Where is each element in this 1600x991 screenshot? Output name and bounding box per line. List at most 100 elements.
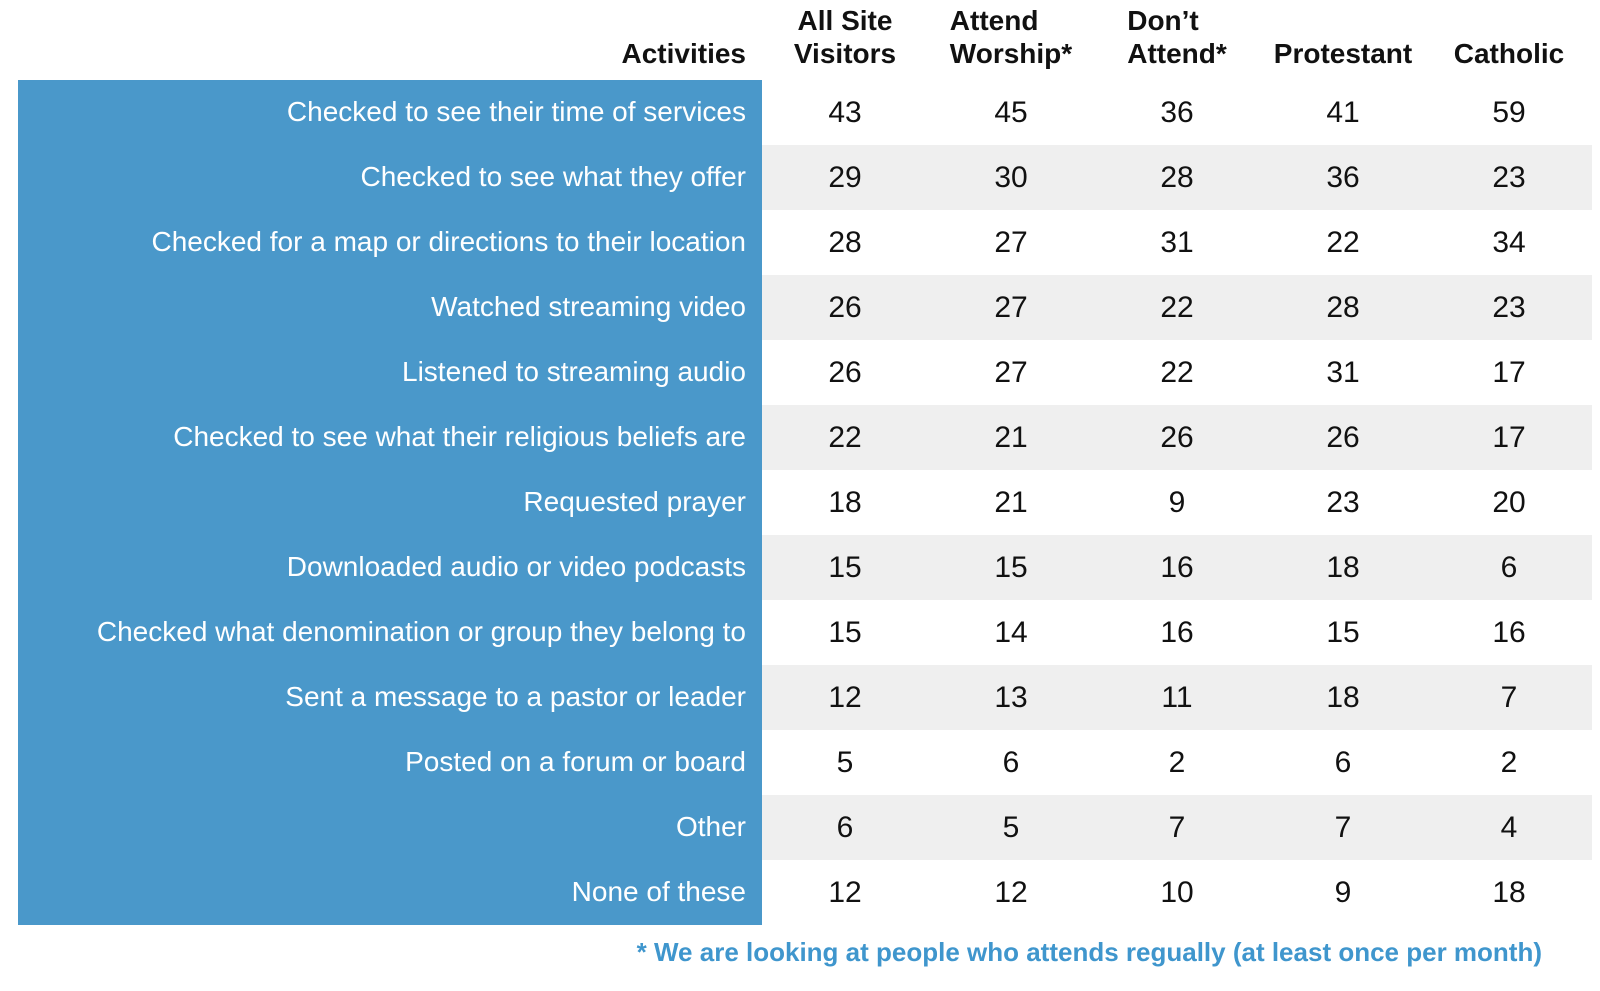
value-protestant: 15: [1326, 615, 1360, 649]
value-catholic: 2: [1500, 745, 1518, 779]
value-catholic: 16: [1492, 615, 1526, 649]
value-attend-worship: 15: [994, 550, 1028, 584]
value-attend-worship: 14: [994, 615, 1028, 649]
value-dont-attend: 7: [1168, 810, 1186, 844]
value-protestant: 41: [1326, 95, 1360, 129]
table-row: None of these 12 12 10 9 18: [18, 860, 1592, 925]
value-protestant: 28: [1326, 290, 1360, 324]
table-row: Checked for a map or directions to their…: [18, 210, 1592, 275]
table-body: Checked to see their time of services 4 3…: [0, 80, 1600, 925]
activity-label: Checked what denomination or group they …: [18, 600, 762, 665]
value-catholic: 6: [1500, 550, 1518, 584]
table-row: Checked to see what their religious beli…: [18, 405, 1592, 470]
table-row: Watched streaming video 26 27 22 28 23: [18, 275, 1592, 340]
value-all-site-visitors: 26: [828, 290, 862, 324]
value-dont-attend: 22: [1160, 355, 1194, 389]
value-all-site-visitors: 29: [828, 160, 862, 194]
value-all-site-visitors: 15: [828, 550, 862, 584]
value-dont-attend: 31: [1160, 225, 1194, 259]
value-dont-attend: 9: [1168, 485, 1186, 519]
value-protestant: 6: [1334, 745, 1352, 779]
value-attend-worship: 21: [994, 485, 1028, 519]
value-protestant: 22: [1326, 225, 1360, 259]
value-attend-worship: 5: [1002, 810, 1020, 844]
value-all-site-visitors: 26: [828, 355, 862, 389]
value-catholic: 20: [1492, 485, 1526, 519]
activity-label: Other: [18, 795, 762, 860]
column-header-line2: Worship*: [949, 38, 1073, 69]
activity-label: Watched streaming video: [18, 275, 762, 340]
value-catholic: 18: [1492, 875, 1526, 909]
value-catholic: 7: [1500, 680, 1518, 714]
value-attend-worship: 27: [994, 225, 1028, 259]
column-header-line2: Visitors: [793, 38, 897, 69]
value-protestant: 23: [1326, 485, 1360, 519]
column-header-line1: All Site: [797, 5, 893, 36]
table-row: Posted on a forum or board 5 6 2 6 2: [18, 730, 1592, 795]
value-catholic: 23: [1492, 290, 1526, 324]
activity-label: Checked to see their time of services: [18, 80, 762, 145]
value-dont-attend: 22: [1160, 290, 1194, 324]
value-all-site-visitors: 18: [828, 485, 862, 519]
table-row: Downloaded audio or video podcasts 15 15…: [18, 535, 1592, 600]
value-dont-attend: 2: [1168, 745, 1186, 779]
value-protestant: 9: [1334, 875, 1352, 909]
table-row: Sent a message to a pastor or leader 12 …: [18, 665, 1592, 730]
activity-label: Requested prayer: [18, 470, 762, 535]
column-header-protestant: Protestant: [1260, 37, 1426, 80]
value-attend-worship: 27: [994, 355, 1028, 389]
activity-label: Listened to streaming audio: [18, 340, 762, 405]
value-protestant: 31: [1326, 355, 1360, 389]
activity-label: Posted on a forum or board: [18, 730, 762, 795]
table-row: Other 6 5 7 7 4: [18, 795, 1592, 860]
footnote: * We are looking at people who attends r…: [636, 937, 1542, 967]
value-dont-attend: 16: [1160, 615, 1194, 649]
value-catholic: 4: [1500, 810, 1518, 844]
value-all-site-visitors: 12: [828, 680, 862, 714]
column-header-catholic: Catholic: [1426, 37, 1592, 80]
value-attend-worship: 6: [1002, 745, 1020, 779]
activity-label: None of these: [18, 860, 762, 925]
column-header-attend-worship: Attend Worship*: [928, 4, 1094, 80]
value-catholic: 59: [1492, 95, 1526, 129]
value-dont-attend: 10: [1160, 875, 1194, 909]
value-protestant: 36: [1326, 160, 1360, 194]
table-row: Checked what denomination or group they …: [18, 600, 1592, 665]
value-protestant: 7: [1334, 810, 1352, 844]
activity-label: Downloaded audio or video podcasts: [18, 535, 762, 600]
value-dont-attend: 11: [1161, 680, 1193, 714]
value-attend-worship: 13: [994, 680, 1028, 714]
value-all-site-visitors: 6: [836, 810, 854, 844]
table-row: Requested prayer 18 21 9 23 20: [18, 470, 1592, 535]
value-protestant: 26: [1326, 420, 1360, 454]
value-all-site-visitors: 15: [828, 615, 862, 649]
column-header-line1: Attend: [949, 5, 1039, 36]
value-dont-attend: 28: [1160, 160, 1194, 194]
value-catholic: 17: [1492, 420, 1526, 454]
activity-label: Sent a message to a pastor or leader: [18, 665, 762, 730]
value-protestant: 18: [1326, 680, 1360, 714]
value-dont-attend: 36: [1160, 95, 1194, 129]
value-dont-attend: 26: [1160, 420, 1194, 454]
value-protestant: 18: [1326, 550, 1360, 584]
value-dont-attend: 16: [1160, 550, 1194, 584]
column-header-line2: Attend*: [1127, 38, 1227, 69]
value-attend-worship: 21: [994, 420, 1028, 454]
value-all-site-visitors: 28: [828, 225, 862, 259]
column-header-line2: Protestant: [1273, 38, 1413, 69]
table-row: Listened to streaming audio 26 27 22 31 …: [18, 340, 1592, 405]
value-attend-worship: 45: [994, 95, 1028, 129]
value-catholic: 17: [1492, 355, 1526, 389]
value-all-site-visitors: 22: [828, 420, 862, 454]
column-header-dont-attend: Don’t Attend*: [1094, 4, 1260, 80]
table-header-row: Activities All Site Visitors Attend Wors…: [18, 0, 1592, 80]
value-attend-worship: 30: [994, 160, 1028, 194]
value-all-site-visitors: 12: [828, 875, 862, 909]
table-row: Checked to see their time of services 43…: [18, 80, 1592, 145]
value-attend-worship: 12: [994, 875, 1028, 909]
column-header-all-site-visitors: All Site Visitors: [762, 4, 928, 80]
value-all-site-visitors: 5: [836, 745, 854, 779]
column-header-line1: Don’t: [1127, 5, 1199, 36]
activity-label: Checked for a map or directions to their…: [18, 210, 762, 275]
